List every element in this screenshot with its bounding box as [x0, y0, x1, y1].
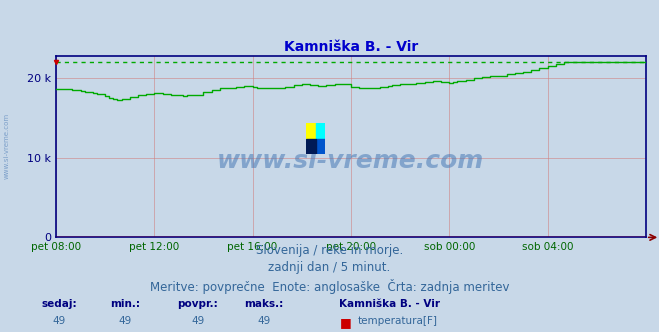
Text: www.si-vreme.com: www.si-vreme.com: [3, 113, 10, 179]
Polygon shape: [306, 139, 316, 154]
Text: Meritve: povprečne  Enote: anglosaške  Črta: zadnja meritev: Meritve: povprečne Enote: anglosaške Črt…: [150, 279, 509, 293]
Text: 49: 49: [191, 316, 204, 326]
Text: sedaj:: sedaj:: [42, 299, 77, 309]
Text: zadnji dan / 5 minut.: zadnji dan / 5 minut.: [268, 261, 391, 274]
Text: temperatura[F]: temperatura[F]: [358, 316, 438, 326]
Text: Kamniška B. - Vir: Kamniška B. - Vir: [339, 299, 440, 309]
Polygon shape: [306, 123, 316, 139]
Text: povpr.:: povpr.:: [177, 299, 218, 309]
Text: 49: 49: [53, 316, 66, 326]
Polygon shape: [316, 139, 325, 154]
Title: Kamniška B. - Vir: Kamniška B. - Vir: [284, 40, 418, 54]
Text: ■: ■: [339, 316, 351, 329]
Text: Slovenija / reke in morje.: Slovenija / reke in morje.: [256, 244, 403, 257]
Text: www.si-vreme.com: www.si-vreme.com: [217, 149, 484, 173]
Text: 49: 49: [119, 316, 132, 326]
Polygon shape: [316, 123, 325, 139]
Text: min.:: min.:: [110, 299, 140, 309]
Text: 49: 49: [257, 316, 270, 326]
Text: maks.:: maks.:: [244, 299, 283, 309]
